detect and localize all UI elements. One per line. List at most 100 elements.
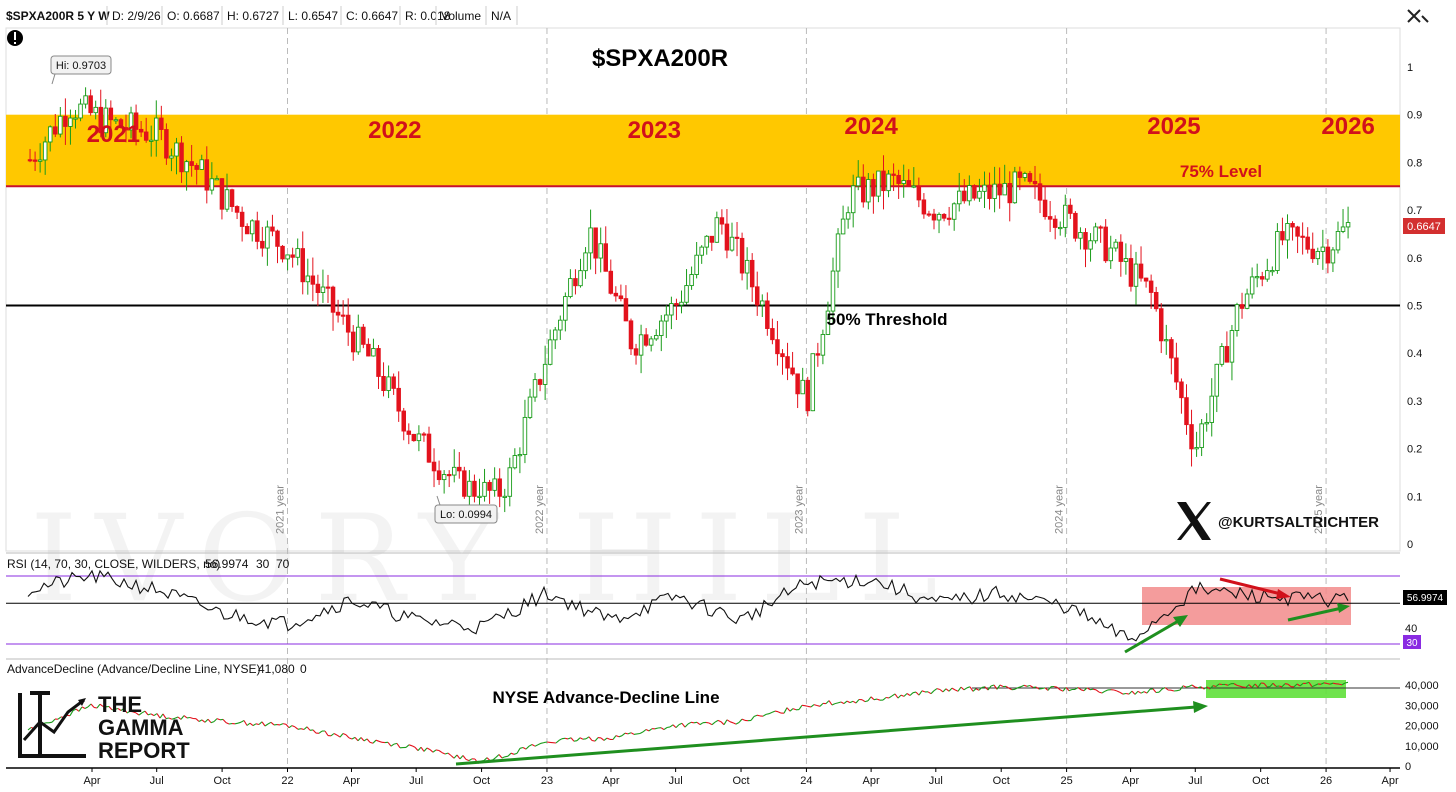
ad-segment [1191,684,1196,688]
ad-segment [1185,685,1190,688]
high-label: H: 0.6727 [227,9,279,23]
ad-segment [669,724,674,728]
svg-text:56.9974: 56.9974 [1407,593,1444,604]
ad-segment [1116,690,1121,693]
candle [1174,357,1179,383]
ad-segment [1074,686,1079,690]
candle [1037,183,1043,201]
candle [1032,180,1038,185]
candle [169,155,174,159]
ad-segment [438,750,443,754]
crossed-tools-icon[interactable] [1407,9,1429,23]
ad-segment [1332,682,1337,685]
ad-segment [912,691,917,694]
ad-segment [297,728,302,730]
ad-segment [348,737,353,740]
ad-segment [234,722,239,725]
candle [613,292,619,297]
candle [638,334,644,356]
ad-segment [1203,686,1208,690]
ad-segment [441,752,446,755]
rsi-upper-level: 70 [276,557,290,571]
candle [1265,270,1270,280]
candle [361,326,366,345]
candle [219,178,225,210]
ad-segment [789,708,794,712]
candle [457,466,462,472]
candle [401,410,406,432]
ad-segment [1122,692,1127,695]
candle [694,254,699,275]
ad-segment [852,700,857,704]
candle [881,170,886,192]
x-tick-label: Apr [343,775,360,787]
candle [552,329,558,341]
close-label: C: 0.6647 [346,9,398,23]
ad-segment [1095,689,1100,693]
ad-segment [291,725,296,728]
ad-segment [876,698,881,701]
svg-text:0.6647: 0.6647 [1407,221,1441,233]
ad-segment [951,687,956,691]
ad-segment [687,721,692,725]
candle [1259,276,1265,280]
ad-segment [729,721,734,724]
svg-text:30: 30 [1406,638,1418,649]
candle [876,170,881,197]
candle [381,375,386,391]
y-tick-label: 0.2 [1407,444,1422,456]
ad-segment [1047,686,1052,691]
candle [845,212,851,220]
candle [623,298,629,322]
candle [916,185,922,201]
candle [765,300,770,329]
ad-segment [1341,682,1346,686]
ad-segment [1329,682,1334,685]
ad-segment [1101,690,1106,694]
ad-segment [195,718,200,722]
candle [790,367,795,375]
ad-segment [108,706,113,711]
ad-segment [48,721,53,724]
ad-segment [417,746,422,751]
ad-segment [723,719,728,725]
candle [1325,246,1331,264]
ad-segment [141,710,146,714]
candle [1118,241,1124,262]
candle [517,454,523,457]
candle [866,179,871,203]
advance-decline-panel: AdvanceDecline (Advance/Decline Line, NY… [6,658,1439,773]
y-tick-label: 1 [1407,62,1413,74]
candle [285,254,290,260]
candle [1189,424,1194,450]
x-tick-label: Jul [150,775,164,787]
ad-segment [513,752,518,755]
ad-segment [369,741,374,744]
candle [941,213,947,219]
ad-segment [435,749,440,752]
candle [224,189,230,210]
x-tick-label: 23 [541,775,553,787]
ad-segment [741,718,746,721]
ad-segment [483,757,488,761]
ad-segment [861,699,866,703]
ad-segment [579,737,584,740]
candle [633,348,639,356]
candle [972,185,977,199]
ad-segment [519,746,524,749]
ad-segment [735,722,740,725]
ad-segment [675,724,680,728]
ad-segment [351,736,356,740]
candle [431,461,437,472]
ad-segment [927,691,932,695]
ad-segment [135,712,140,716]
ad-segment [498,754,503,759]
ad-segment [855,699,860,704]
exclamation-circle-icon[interactable] [7,30,23,46]
ad-segment [330,733,335,737]
candle [805,379,810,412]
ad-segment [564,737,569,740]
ad-segment [864,700,869,703]
ad-segment [705,721,710,724]
